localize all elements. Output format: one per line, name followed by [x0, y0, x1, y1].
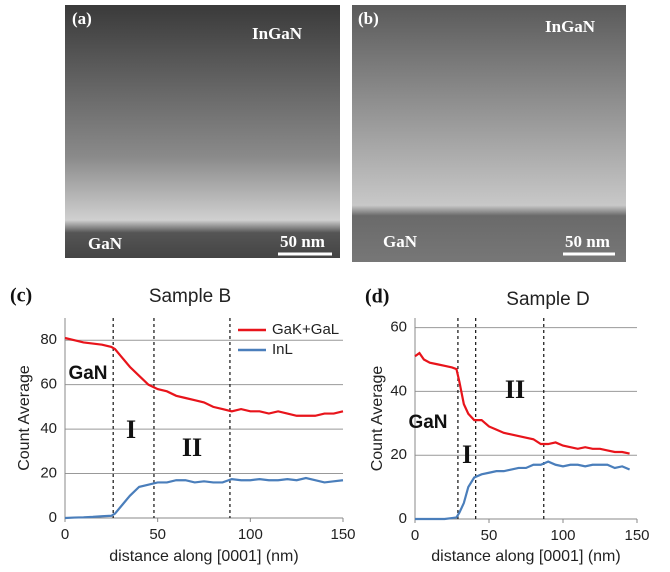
panel-label: (b)	[358, 9, 379, 28]
layer-label: GaN	[383, 232, 418, 251]
annotation: I	[462, 440, 472, 469]
series-line	[415, 460, 631, 521]
panel-label: (c)	[10, 285, 32, 307]
x-axis-label: distance along [0001] (nm)	[431, 548, 620, 565]
image-b	[352, 5, 626, 262]
y-tick-label: 80	[40, 331, 57, 348]
scale-label: 50 nm	[565, 232, 610, 251]
x-tick-label: 50	[481, 527, 498, 544]
annotation: I	[126, 415, 136, 444]
scale-label: 50 nm	[280, 232, 325, 251]
panel-label: (d)	[365, 286, 389, 308]
y-tick-label: 40	[40, 420, 57, 437]
y-axis-label: Count Average	[369, 366, 386, 472]
series-line	[64, 336, 344, 417]
annotation: II	[505, 375, 525, 404]
y-tick-label: 40	[390, 382, 407, 399]
y-tick-label: 20	[40, 465, 57, 482]
x-axis-label: distance along [0001] (nm)	[109, 548, 298, 565]
layer-label: InGaN	[252, 24, 303, 43]
x-tick-label: 0	[61, 526, 69, 543]
x-tick-label: 100	[238, 526, 263, 543]
series-line	[64, 476, 344, 520]
chart-title: Sample B	[149, 286, 231, 307]
series-line	[414, 351, 630, 455]
y-axis-label: Count Average	[16, 365, 33, 471]
legend-label: InL	[272, 341, 293, 358]
micrograph-a: (a) InGaN GaN 50 nm	[65, 5, 340, 258]
y-tick-label: 0	[399, 510, 407, 527]
panel-label: (a)	[72, 9, 92, 28]
y-tick-label: 60	[40, 376, 57, 393]
x-tick-label: 50	[149, 526, 166, 543]
layer-label: InGaN	[545, 17, 596, 36]
y-tick-label: 20	[390, 446, 407, 463]
x-tick-label: 150	[624, 527, 649, 544]
micrograph-b: (b) InGaN GaN 50 nm	[352, 5, 626, 262]
legend-label: GaK+GaL	[272, 321, 339, 338]
image-a	[65, 5, 340, 258]
annotation: II	[182, 433, 202, 462]
x-tick-label: 100	[550, 527, 575, 544]
annotation: GaN	[408, 412, 447, 433]
x-tick-label: 150	[330, 526, 355, 543]
x-tick-label: 0	[411, 527, 419, 544]
chart-title: Sample D	[506, 289, 589, 310]
annotation: GaN	[68, 363, 107, 384]
y-tick-label: 60	[390, 319, 407, 336]
y-tick-label: 0	[49, 509, 57, 526]
layer-label: GaN	[88, 234, 123, 253]
